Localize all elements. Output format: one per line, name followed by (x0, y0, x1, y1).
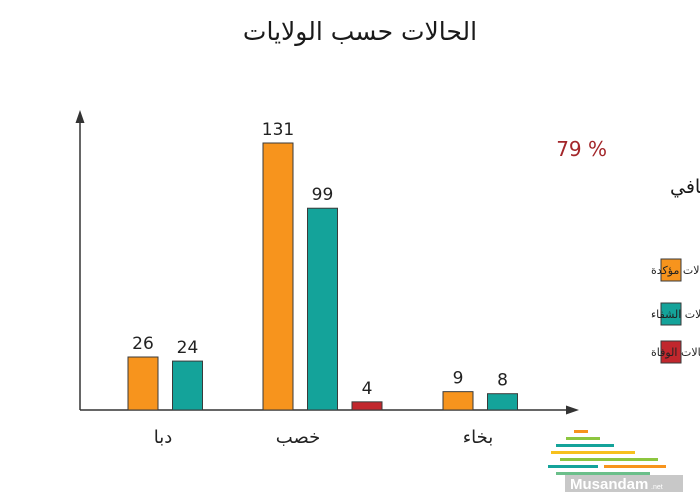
bar (307, 207, 338, 411)
recovery-rate-value: 79 % (556, 137, 607, 161)
bar (262, 142, 294, 411)
legend-swatch (660, 302, 682, 326)
chart-title: الحالات حسب الولايات (243, 17, 477, 46)
legend-swatch (660, 340, 682, 364)
musandam-logo: Musandam .net (548, 430, 683, 492)
category-labels: دبا خصب بخاء (154, 427, 494, 448)
bar (127, 356, 159, 411)
bar (442, 391, 474, 411)
y-axis (75, 110, 85, 410)
category-label: خصب (276, 427, 320, 448)
logo-stripes-icon (548, 430, 666, 475)
bar (351, 401, 383, 411)
bar (172, 360, 203, 411)
data-label: 24 (177, 338, 199, 358)
legend-label: حالات الوفاة (651, 346, 700, 359)
bar (487, 393, 518, 411)
legend-swatch (660, 258, 682, 282)
bars-group: 26 24 131 99 4 9 8 (127, 120, 518, 411)
data-label: 99 (312, 185, 334, 205)
category-label: دبا (154, 427, 173, 448)
legend: حالات مؤكدة حالات الشفاء حالات الوفاة (651, 258, 700, 364)
data-label: 131 (262, 120, 294, 140)
legend-label: حالات مؤكدة (651, 264, 700, 277)
recovery-rate-label: إجمالي نسبة التعافي (670, 176, 700, 199)
legend-label: حالات الشفاء (651, 308, 700, 321)
data-label: 4 (362, 379, 373, 399)
logo-suffix: .net (651, 484, 663, 491)
data-label: 9 (453, 369, 464, 389)
category-label: بخاء (463, 427, 494, 448)
data-label: 26 (132, 334, 154, 354)
data-label: 8 (497, 371, 508, 391)
logo-text: Musandam (570, 476, 648, 492)
